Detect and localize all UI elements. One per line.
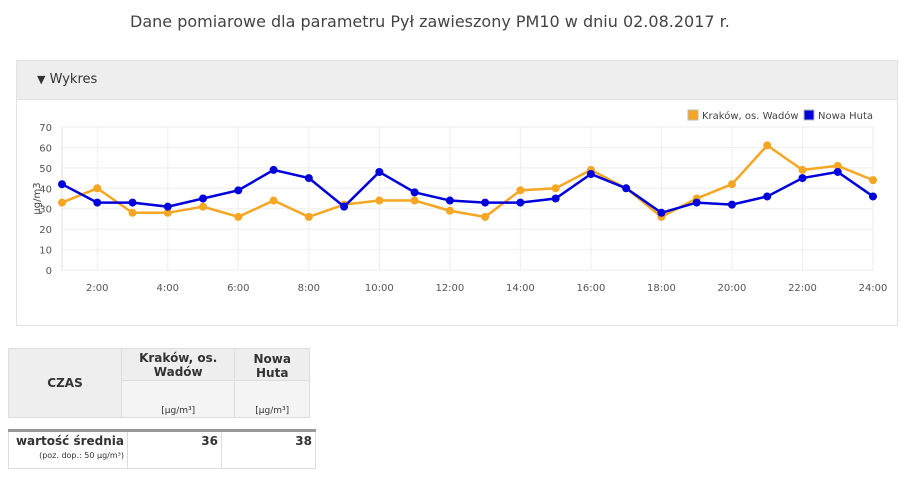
x-tick-label: 8:00 — [298, 283, 320, 294]
legend-swatch-0 — [687, 109, 699, 121]
data-point — [410, 188, 419, 197]
data-point — [481, 212, 490, 221]
series-line-1 — [61, 168, 874, 215]
data-point — [340, 202, 349, 211]
data-point — [163, 208, 172, 217]
panel-label: Wykres — [49, 72, 98, 87]
data-point — [798, 165, 807, 174]
data-point — [93, 184, 102, 193]
x-tick-label: 24:00 — [859, 283, 888, 294]
y-tick-label: 30 — [39, 205, 52, 216]
data-point — [869, 176, 877, 185]
data-point — [234, 212, 243, 221]
data-point — [93, 198, 102, 207]
avg-nowahuta: 38 — [221, 430, 316, 469]
header-table: CZAS Kraków, os. Wadów Nowa Huta [µg/m³]… — [8, 348, 310, 418]
x-tick-label: 6:00 — [227, 283, 249, 294]
average-table: wartość średnia (poz. dop.: 50 µg/m³) 36… — [8, 429, 316, 469]
data-point — [481, 198, 490, 207]
line-chart: 0 10 20 30 40 50 60 70 2:00 4:00 6:00 8:00 10:00 12:0… — [32, 109, 888, 294]
unit-nowahuta: [µg/m³] — [234, 380, 310, 418]
data-point — [516, 186, 525, 195]
data-point — [234, 186, 243, 195]
data-point — [869, 192, 877, 201]
data-point — [199, 194, 208, 203]
y-tick-label: 20 — [39, 225, 52, 236]
data-point — [375, 167, 384, 176]
x-tick-label: 18:00 — [647, 283, 676, 294]
data-point — [304, 212, 313, 221]
legend-label-0: Kraków, os. Wadów — [702, 110, 799, 122]
legend-label-1: Nowa Huta — [818, 111, 873, 122]
data-point — [551, 194, 560, 203]
data-point — [516, 198, 525, 207]
data-point — [622, 184, 631, 193]
y-tick-label: 10 — [39, 246, 52, 257]
data-point — [763, 141, 772, 150]
y-tick-label: 60 — [39, 143, 52, 154]
data-point — [163, 202, 172, 211]
x-tick-label: 4:00 — [157, 283, 179, 294]
chart-panel: ▼ Wykres — [16, 60, 898, 326]
data-point — [445, 196, 454, 205]
data-point — [727, 180, 736, 189]
data-point — [269, 165, 278, 174]
page-title: Dane pomiarowe dla parametru Pył zawiesz… — [130, 12, 730, 31]
data-point — [763, 192, 772, 201]
legend-swatch-1 — [803, 109, 815, 121]
data-point — [692, 198, 701, 207]
data-point — [727, 200, 736, 209]
data-point — [375, 196, 384, 205]
y-tick-label: 0 — [46, 266, 52, 277]
data-point — [798, 174, 807, 183]
y-axis-label: µg/m3 — [32, 182, 43, 214]
data-point — [586, 169, 595, 178]
y-tick-label: 50 — [39, 164, 52, 175]
y-tick-label: 70 — [39, 123, 52, 134]
series-line-0 — [61, 143, 874, 219]
data-point — [199, 202, 208, 211]
col-nowahuta-header: Nowa Huta — [234, 348, 310, 381]
czas-header: CZAS — [8, 348, 122, 418]
data-point — [833, 161, 842, 170]
x-tick-label: 14:00 — [506, 283, 535, 294]
avg-krakow: 36 — [127, 430, 222, 469]
data-point — [269, 196, 278, 205]
y-tick-label: 40 — [39, 184, 52, 195]
data-point — [833, 167, 842, 176]
col-krakow-header: Kraków, os. Wadów — [120, 348, 236, 381]
data-point — [410, 196, 419, 205]
avg-label: wartość średnia — [15, 434, 124, 448]
data-point — [58, 198, 66, 207]
data-point — [551, 184, 560, 193]
data-point — [445, 206, 454, 215]
unit-krakow: [µg/m³] — [120, 380, 236, 418]
plot-area — [61, 126, 874, 271]
data-point — [128, 208, 137, 217]
x-tick-label: 12:00 — [435, 283, 464, 294]
x-tick-label: 16:00 — [576, 283, 605, 294]
avg-note: (poz. dop.: 50 µg/m³) — [39, 451, 124, 460]
data-point — [128, 198, 137, 207]
data-point — [304, 174, 313, 183]
x-tick-label: 20:00 — [718, 283, 747, 294]
data-point — [58, 180, 66, 189]
x-tick-label: 10:00 — [365, 283, 394, 294]
triangle-down-icon: ▼ — [37, 73, 46, 86]
data-point — [657, 208, 666, 217]
x-tick-label: 2:00 — [86, 283, 108, 294]
x-tick-label: 22:00 — [788, 283, 817, 294]
chart-panel-toggle[interactable]: ▼ Wykres — [17, 61, 897, 100]
